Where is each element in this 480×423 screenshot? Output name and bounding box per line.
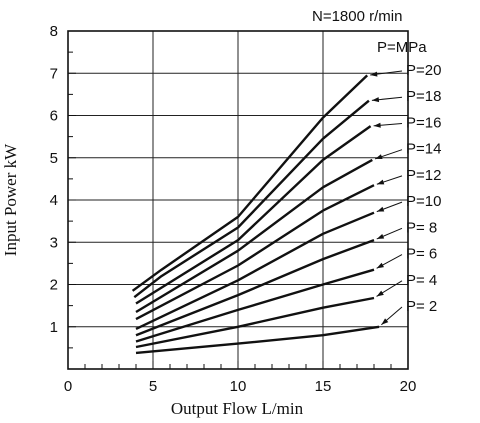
series-label: P=18: [406, 88, 441, 105]
series-label: P= 8: [406, 219, 437, 236]
x-tick-label: 15: [315, 378, 332, 395]
series-label: P=14: [406, 141, 441, 158]
axes: 0 5 10 15 20 1 2 3 4 5 6 7 8: [50, 23, 417, 395]
y-tick-label: 5: [50, 150, 58, 167]
leader-arrowhead: [371, 97, 380, 103]
series-label: P=20: [406, 62, 441, 79]
series-labels: P=20 P=18 P=16 P=14 P=12 P=10 P= 8 P= 6 P= 4 P= 2: [370, 62, 441, 326]
x-axis-title: Output Flow L/min: [171, 399, 304, 418]
y-tick-label: 8: [50, 23, 58, 40]
series-line: [135, 238, 375, 337]
legend-header: P=MPa: [377, 39, 427, 56]
x-tick-label: 10: [230, 378, 247, 395]
series-line: [135, 268, 375, 343]
leader-arrowhead: [376, 179, 385, 185]
series-label: P= 2: [406, 298, 437, 315]
y-tick-label: 1: [50, 319, 58, 336]
leader-arrowhead: [376, 233, 385, 239]
condition-label: N=1800 r/min: [312, 8, 402, 25]
series-label: P=12: [406, 167, 441, 184]
y-tick-label: 6: [50, 108, 58, 125]
grid: [68, 31, 408, 369]
x-tick-label: 20: [400, 378, 417, 395]
series-line: [135, 184, 375, 321]
x-tick-label: 5: [149, 378, 157, 395]
series-line: [135, 211, 375, 330]
series-label: P= 4: [406, 272, 437, 289]
series-label: P=10: [406, 193, 441, 210]
series-line: [135, 296, 375, 349]
series-label: P= 6: [406, 246, 437, 263]
y-tick-label: 4: [50, 192, 58, 209]
leader-arrowhead: [381, 318, 389, 325]
series-line: [133, 99, 370, 299]
series-line: [135, 325, 380, 355]
series-line: [131, 74, 369, 292]
leader-arrowhead: [376, 206, 385, 212]
x-tick-label: 0: [64, 378, 72, 395]
series-line: [135, 158, 373, 314]
leader-arrowhead: [373, 122, 381, 128]
leader-arrowhead: [375, 154, 383, 159]
series-lines: [131, 74, 380, 355]
y-axis-title: Input Power kW: [1, 143, 20, 256]
series-label: P=16: [406, 114, 441, 131]
series-line: [135, 125, 372, 305]
y-tick-label: 3: [50, 234, 58, 251]
leader-arrowhead: [376, 262, 384, 269]
leader-arrowhead: [370, 71, 378, 77]
y-tick-label: 7: [50, 65, 58, 82]
leader-arrowhead: [376, 290, 384, 297]
y-tick-label: 2: [50, 277, 58, 294]
